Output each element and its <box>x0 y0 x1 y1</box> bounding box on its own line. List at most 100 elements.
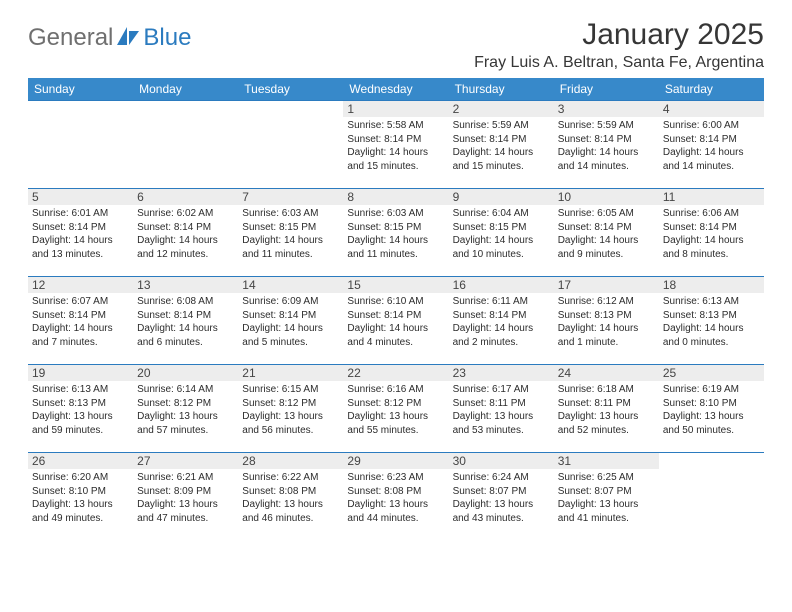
day-number: 15 <box>343 277 448 293</box>
day-number: 20 <box>133 365 238 381</box>
sun-info: Sunrise: 5:59 AMSunset: 8:14 PMDaylight:… <box>558 119 655 173</box>
day-number: 19 <box>28 365 133 381</box>
day-cell <box>238 101 343 189</box>
sun-info: Sunrise: 6:00 AMSunset: 8:14 PMDaylight:… <box>663 119 760 173</box>
sun-info: Sunrise: 6:15 AMSunset: 8:12 PMDaylight:… <box>242 383 339 437</box>
weekday-header: Tuesday <box>238 78 343 101</box>
day-cell: 30 Sunrise: 6:24 AMSunset: 8:07 PMDayligh… <box>449 453 554 541</box>
day-number: 21 <box>238 365 343 381</box>
weekday-header: Thursday <box>449 78 554 101</box>
weekday-header: Monday <box>133 78 238 101</box>
sun-info: Sunrise: 6:16 AMSunset: 8:12 PMDaylight:… <box>347 383 444 437</box>
weekday-header-row: SundayMondayTuesdayWednesdayThursdayFrid… <box>28 78 764 101</box>
day-cell: 15 Sunrise: 6:10 AMSunset: 8:14 PMDayligh… <box>343 277 448 365</box>
logo-text-blue: Blue <box>143 24 191 52</box>
day-cell: 21 Sunrise: 6:15 AMSunset: 8:12 PMDayligh… <box>238 365 343 453</box>
day-number: 11 <box>659 189 764 205</box>
sun-info: Sunrise: 5:59 AMSunset: 8:14 PMDaylight:… <box>453 119 550 173</box>
day-number: 9 <box>449 189 554 205</box>
sun-info: Sunrise: 6:25 AMSunset: 8:07 PMDaylight:… <box>558 471 655 525</box>
day-cell: 20Sunrise: 6:14 AMSunset: 8:12 PMDayligh… <box>133 365 238 453</box>
week-row: 19 Sunrise: 6:13 AMSunset: 8:13 PMDayligh… <box>28 365 764 453</box>
day-cell <box>28 101 133 189</box>
title-block: January 2025 Fray Luis A. Beltran, Santa… <box>474 18 764 72</box>
day-cell: 2 Sunrise: 5:59 AMSunset: 8:14 PMDaylight… <box>449 101 554 189</box>
sun-info: Sunrise: 6:07 AMSunset: 8:14 PMDaylight:… <box>32 295 129 349</box>
day-cell: 25 Sunrise: 6:19 AMSunset: 8:10 PMDayligh… <box>659 365 764 453</box>
day-number: 2 <box>449 101 554 117</box>
day-cell: 31Sunrise: 6:25 AMSunset: 8:07 PMDayligh… <box>554 453 659 541</box>
sun-info: Sunrise: 6:18 AMSunset: 8:11 PMDaylight:… <box>558 383 655 437</box>
calendar-page: General Blue January 2025 Fray Luis A. B… <box>0 0 792 551</box>
day-cell: 22 Sunrise: 6:16 AMSunset: 8:12 PMDayligh… <box>343 365 448 453</box>
day-cell: 9 Sunrise: 6:04 AMSunset: 8:15 PMDaylight… <box>449 189 554 277</box>
week-row: 1 Sunrise: 5:58 AMSunset: 8:14 PMDaylight… <box>28 101 764 189</box>
day-cell: 19 Sunrise: 6:13 AMSunset: 8:13 PMDayligh… <box>28 365 133 453</box>
day-cell: 26 Sunrise: 6:20 AMSunset: 8:10 PMDayligh… <box>28 453 133 541</box>
day-number: 27 <box>133 453 238 469</box>
day-cell: 12Sunrise: 6:07 AMSunset: 8:14 PMDayligh… <box>28 277 133 365</box>
day-number: 26 <box>28 453 133 469</box>
day-number: 16 <box>449 277 554 293</box>
day-cell: 11Sunrise: 6:06 AMSunset: 8:14 PMDayligh… <box>659 189 764 277</box>
week-row: 5 Sunrise: 6:01 AMSunset: 8:14 PMDaylight… <box>28 189 764 277</box>
day-number: 25 <box>659 365 764 381</box>
sun-info: Sunrise: 6:11 AMSunset: 8:14 PMDaylight:… <box>453 295 550 349</box>
day-cell: 28 Sunrise: 6:22 AMSunset: 8:08 PMDayligh… <box>238 453 343 541</box>
day-number: 18 <box>659 277 764 293</box>
day-number: 17 <box>554 277 659 293</box>
sun-info: Sunrise: 6:03 AMSunset: 8:15 PMDaylight:… <box>242 207 339 261</box>
week-row: 12Sunrise: 6:07 AMSunset: 8:14 PMDayligh… <box>28 277 764 365</box>
day-number: 23 <box>449 365 554 381</box>
sun-info: Sunrise: 6:05 AMSunset: 8:14 PMDaylight:… <box>558 207 655 261</box>
sun-info: Sunrise: 6:20 AMSunset: 8:10 PMDaylight:… <box>32 471 129 525</box>
day-number: 8 <box>343 189 448 205</box>
weekday-header: Friday <box>554 78 659 101</box>
month-title: January 2025 <box>474 18 764 52</box>
sun-info: Sunrise: 6:12 AMSunset: 8:13 PMDaylight:… <box>558 295 655 349</box>
logo-text-general: General <box>28 24 113 52</box>
sun-info: Sunrise: 6:22 AMSunset: 8:08 PMDaylight:… <box>242 471 339 525</box>
day-cell: 10Sunrise: 6:05 AMSunset: 8:14 PMDayligh… <box>554 189 659 277</box>
sun-info: Sunrise: 6:02 AMSunset: 8:14 PMDaylight:… <box>137 207 234 261</box>
day-number: 24 <box>554 365 659 381</box>
sun-info: Sunrise: 6:19 AMSunset: 8:10 PMDaylight:… <box>663 383 760 437</box>
day-number: 1 <box>343 101 448 117</box>
day-cell: 17 Sunrise: 6:12 AMSunset: 8:13 PMDayligh… <box>554 277 659 365</box>
logo-sail-icon <box>115 25 141 52</box>
sun-info: Sunrise: 6:10 AMSunset: 8:14 PMDaylight:… <box>347 295 444 349</box>
sun-info: Sunrise: 6:13 AMSunset: 8:13 PMDaylight:… <box>32 383 129 437</box>
day-cell <box>659 453 764 541</box>
sun-info: Sunrise: 6:13 AMSunset: 8:13 PMDaylight:… <box>663 295 760 349</box>
sun-info: Sunrise: 6:01 AMSunset: 8:14 PMDaylight:… <box>32 207 129 261</box>
day-cell: 3 Sunrise: 5:59 AMSunset: 8:14 PMDaylight… <box>554 101 659 189</box>
day-number: 5 <box>28 189 133 205</box>
day-cell: 18 Sunrise: 6:13 AMSunset: 8:13 PMDayligh… <box>659 277 764 365</box>
day-number: 6 <box>133 189 238 205</box>
day-number: 3 <box>554 101 659 117</box>
day-cell: 4 Sunrise: 6:00 AMSunset: 8:14 PMDaylight… <box>659 101 764 189</box>
day-number: 4 <box>659 101 764 117</box>
day-cell: 1 Sunrise: 5:58 AMSunset: 8:14 PMDaylight… <box>343 101 448 189</box>
day-cell: 16 Sunrise: 6:11 AMSunset: 8:14 PMDayligh… <box>449 277 554 365</box>
sun-info: Sunrise: 6:17 AMSunset: 8:11 PMDaylight:… <box>453 383 550 437</box>
sun-info: Sunrise: 6:24 AMSunset: 8:07 PMDaylight:… <box>453 471 550 525</box>
day-cell: 27Sunrise: 6:21 AMSunset: 8:09 PMDayligh… <box>133 453 238 541</box>
weekday-header: Saturday <box>659 78 764 101</box>
day-cell: 29Sunrise: 6:23 AMSunset: 8:08 PMDayligh… <box>343 453 448 541</box>
day-cell: 13Sunrise: 6:08 AMSunset: 8:14 PMDayligh… <box>133 277 238 365</box>
day-number: 28 <box>238 453 343 469</box>
day-cell: 8Sunrise: 6:03 AMSunset: 8:15 PMDaylight… <box>343 189 448 277</box>
day-number: 29 <box>343 453 448 469</box>
day-cell: 23 Sunrise: 6:17 AMSunset: 8:11 PMDayligh… <box>449 365 554 453</box>
day-number: 30 <box>449 453 554 469</box>
location: Fray Luis A. Beltran, Santa Fe, Argentin… <box>474 54 764 72</box>
day-number: 22 <box>343 365 448 381</box>
sun-info: Sunrise: 5:58 AMSunset: 8:14 PMDaylight:… <box>347 119 444 173</box>
day-cell: 5 Sunrise: 6:01 AMSunset: 8:14 PMDaylight… <box>28 189 133 277</box>
sun-info: Sunrise: 6:04 AMSunset: 8:15 PMDaylight:… <box>453 207 550 261</box>
day-cell <box>133 101 238 189</box>
day-number: 7 <box>238 189 343 205</box>
header: General Blue January 2025 Fray Luis A. B… <box>28 18 764 72</box>
week-row: 26 Sunrise: 6:20 AMSunset: 8:10 PMDayligh… <box>28 453 764 541</box>
